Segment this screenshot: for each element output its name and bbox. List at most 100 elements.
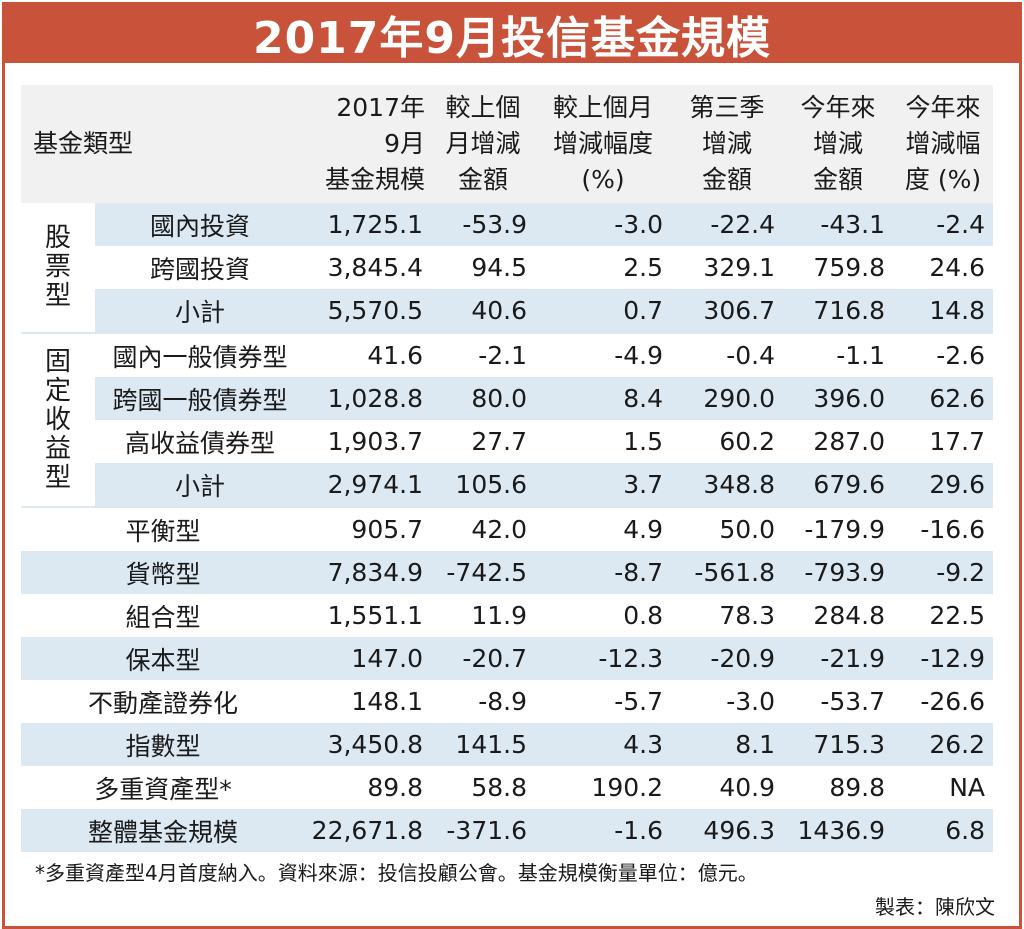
cell-ytd-change: -53.7: [783, 680, 893, 723]
cell-mom-change: 141.5: [431, 723, 535, 766]
table-row: 平衡型 905.7 42.0 4.9 50.0 -179.9 -16.6: [21, 506, 993, 551]
header-line: 今年來: [905, 93, 981, 122]
cell-q3-change: 348.8: [671, 463, 783, 507]
cell-mom-change: -20.7: [431, 637, 535, 680]
header-ytd-change: 今年來 增減 金額: [783, 85, 893, 203]
row-name: 國內投資: [95, 203, 305, 246]
cell-fund-size: 148.1: [305, 680, 431, 723]
cell-ytd-pct: 22.5: [893, 594, 993, 637]
cell-mom-pct: -3.0: [535, 203, 671, 246]
table-row: 貨幣型 7,834.9 -742.5 -8.7 -561.8 -793.9 -9…: [21, 551, 993, 594]
cell-fund-size: 1,903.7: [305, 420, 431, 463]
fund-size-table: 基金類型 2017年 9月 基金規模 較上個 月增減 金額 較上個月 增減幅度 …: [21, 85, 993, 852]
cell-ytd-pct: 17.7: [893, 420, 993, 463]
cell-mom-pct: 8.4: [535, 377, 671, 420]
cell-fund-size: 905.7: [305, 506, 431, 551]
cell-ytd-change: 759.8: [783, 246, 893, 289]
cell-q3-change: -0.4: [671, 332, 783, 377]
cell-mom-change: 105.6: [431, 463, 535, 507]
cell-fund-size: 1,028.8: [305, 377, 431, 420]
cell-ytd-pct: 24.6: [893, 246, 993, 289]
cell-fund-size: 22,671.8: [305, 809, 431, 852]
cell-q3-change: 50.0: [671, 506, 783, 551]
footnote: *多重資產型4月首度納入。資料來源：投信投顧公會。基金規模衡量單位：億元。: [35, 861, 758, 885]
cell-fund-size: 2,974.1: [305, 463, 431, 507]
cell-ytd-change: 396.0: [783, 377, 893, 420]
cell-ytd-change: -793.9: [783, 551, 893, 594]
table-row-subtotal: 小計 5,570.5 40.6 0.7 306.7 716.8 14.8: [21, 289, 993, 333]
row-name: 小計: [95, 463, 305, 507]
cell-mom-pct: 2.5: [535, 246, 671, 289]
header-mom-pct: 較上個月 增減幅度 (%): [535, 85, 671, 203]
group-label-text: 固定收益型: [44, 346, 71, 493]
cell-mom-pct: 3.7: [535, 463, 671, 507]
cell-ytd-pct: -26.6: [893, 680, 993, 723]
cell-ytd-change: 89.8: [783, 766, 893, 809]
header-line: 9月: [384, 129, 425, 158]
header-line: 金額: [701, 165, 752, 194]
header-fund-type: 基金類型: [21, 85, 305, 203]
header-line: 基金規模: [324, 165, 425, 194]
cell-mom-change: -371.6: [431, 809, 535, 852]
cell-ytd-pct: 62.6: [893, 377, 993, 420]
cell-mom-pct: -5.7: [535, 680, 671, 723]
cell-ytd-pct: 6.8: [893, 809, 993, 852]
header-line: 月增減: [445, 129, 521, 158]
cell-ytd-change: 1436.9: [783, 809, 893, 852]
table-row: 固定收益型 國內一般債券型 41.6 -2.1 -4.9 -0.4 -1.1 -…: [21, 332, 993, 507]
header-fund-size: 2017年 9月 基金規模: [305, 85, 431, 203]
header-line: 較上個月: [552, 93, 653, 122]
cell-mom-pct: -8.7: [535, 551, 671, 594]
table-header-row: 基金類型 2017年 9月 基金規模 較上個 月增減 金額 較上個月 增減幅度 …: [21, 85, 993, 203]
header-ytd-pct: 今年來 增減幅 度 (%): [893, 85, 993, 203]
cell-fund-size: 89.8: [305, 766, 431, 809]
table-row: 多重資產型* 89.8 58.8 190.2 40.9 89.8 NA: [21, 766, 993, 809]
cell-fund-size: 5,570.5: [305, 289, 431, 333]
row-name: 保本型: [21, 637, 305, 680]
table-row: 指數型 3,450.8 141.5 4.3 8.1 715.3 26.2: [21, 723, 993, 766]
cell-ytd-change: -43.1: [783, 203, 893, 246]
cell-mom-pct: 4.3: [535, 723, 671, 766]
cell-ytd-change: 679.6: [783, 463, 893, 507]
row-name: 指數型: [21, 723, 305, 766]
cell-mom-pct: 4.9: [535, 506, 671, 551]
cell-mom-change: 11.9: [431, 594, 535, 637]
row-name: 多重資產型*: [21, 766, 305, 809]
cell-ytd-change: 715.3: [783, 723, 893, 766]
header-line: 今年來: [800, 93, 876, 122]
cell-ytd-pct: NA: [893, 766, 993, 809]
table-row: 高收益債券型 1,903.7 27.7 1.5 60.2 287.0 17.7: [21, 420, 993, 463]
cell-fund-size: 1,725.1: [305, 203, 431, 246]
credit-line: 製表：陳欣文: [875, 895, 995, 919]
header-line: 較上個: [445, 93, 521, 122]
row-name: 不動產證券化: [21, 680, 305, 723]
table-row: 跨國一般債券型 1,028.8 80.0 8.4 290.0 396.0 62.…: [21, 377, 993, 420]
cell-q3-change: 40.9: [671, 766, 783, 809]
cell-ytd-change: 716.8: [783, 289, 893, 333]
group-label-equity: 股票型: [21, 203, 95, 333]
header-line: 第三季: [689, 93, 765, 122]
table-row: 不動產證券化 148.1 -8.9 -5.7 -3.0 -53.7 -26.6: [21, 680, 993, 723]
table-row: 組合型 1,551.1 11.9 0.8 78.3 284.8 22.5: [21, 594, 993, 637]
table-row: 股票型 國內投資 1,725.1 -53.9 -3.0 -22.4 -43.1 …: [21, 203, 993, 333]
cell-ytd-pct: 14.8: [893, 289, 993, 333]
group-label-fixed-income: 固定收益型: [21, 332, 95, 507]
cell-q3-change: 78.3: [671, 594, 783, 637]
cell-mom-change: -2.1: [431, 332, 535, 377]
table-row: 保本型 147.0 -20.7 -12.3 -20.9 -21.9 -12.9: [21, 637, 993, 680]
header-line: 增減: [812, 129, 863, 158]
cell-ytd-pct: -2.6: [893, 332, 993, 377]
row-name: 組合型: [21, 594, 305, 637]
cell-q3-change: 60.2: [671, 420, 783, 463]
cell-fund-size: 7,834.9: [305, 551, 431, 594]
table-row-total: 整體基金規模 22,671.8 -371.6 -1.6 496.3 1436.9…: [21, 809, 993, 852]
row-name: 國內一般債券型: [95, 332, 305, 377]
cell-ytd-pct: -2.4: [893, 203, 993, 246]
header-line: 增減幅: [905, 129, 981, 158]
row-name: 整體基金規模: [21, 809, 305, 852]
row-name: 貨幣型: [21, 551, 305, 594]
header-line: 2017年: [336, 93, 425, 122]
cell-mom-change: 80.0: [431, 377, 535, 420]
header-mom-change: 較上個 月增減 金額: [431, 85, 535, 203]
row-name: 平衡型: [21, 506, 305, 551]
